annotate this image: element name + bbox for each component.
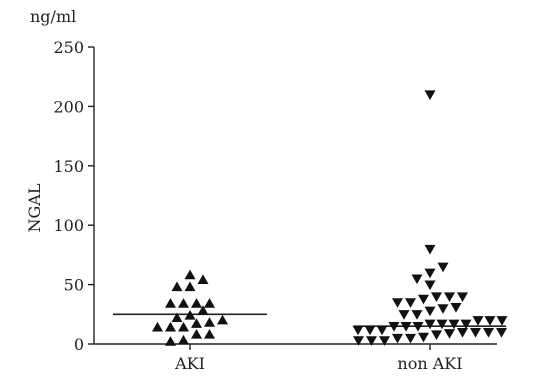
non-aki-data-point — [398, 310, 410, 320]
non-aki-data-point — [450, 303, 462, 313]
y-tick-label: 150 — [53, 157, 84, 176]
x-tick-label: non AKI — [397, 354, 462, 373]
y-axis-title: NGAL — [25, 183, 44, 232]
non-aki-data-point — [444, 329, 455, 339]
y-tick-label: 0 — [74, 335, 84, 354]
non-aki-data-point — [483, 327, 494, 338]
non-aki-data-point — [460, 319, 472, 330]
aki-data-point — [171, 312, 183, 322]
y-tick-label: 50 — [64, 276, 84, 295]
aki-data-point — [191, 318, 202, 328]
non-aki-data-point — [353, 336, 364, 346]
non-aki-data-point — [444, 292, 455, 302]
non-aki-data-point — [496, 316, 508, 326]
y-tick-label: 250 — [53, 38, 84, 57]
aki-data-point — [152, 321, 163, 332]
non-aki-data-point — [418, 294, 429, 305]
non-aki-data-point — [392, 333, 403, 344]
aki-data-point — [165, 298, 176, 308]
non-aki-data-point — [457, 327, 468, 338]
aki-data-point — [178, 321, 189, 332]
y-tick-label: 100 — [53, 216, 84, 235]
data-points-group — [152, 90, 508, 346]
aki-data-point — [184, 309, 196, 320]
non-aki-data-point — [392, 298, 403, 308]
non-aki-data-point — [424, 244, 436, 255]
non-aki-data-point — [405, 333, 416, 344]
x-tick-label: AKI — [174, 354, 205, 373]
non-aki-data-point — [424, 280, 436, 291]
non-aki-data-point — [352, 325, 364, 336]
aki-data-point — [204, 328, 215, 339]
non-aki-data-point — [424, 90, 436, 101]
aki-data-point — [197, 305, 209, 315]
non-aki-data-point — [411, 274, 423, 285]
y-ticks-group: 0 50 100 150 200 250 — [53, 38, 94, 354]
non-aki-data-point — [484, 316, 496, 326]
non-aki-data-point — [437, 304, 449, 314]
non-aki-data-point — [379, 336, 390, 346]
aki-data-point — [197, 274, 209, 284]
non-aki-data-point — [366, 336, 377, 346]
non-aki-data-point — [436, 319, 448, 330]
aki-data-point — [178, 334, 189, 345]
non-aki-data-point — [405, 298, 416, 308]
non-aki-data-point — [496, 327, 507, 338]
aki-data-point — [178, 298, 189, 308]
non-aki-data-point — [411, 310, 423, 320]
aki-data-point — [204, 317, 215, 327]
non-aki-data-point — [424, 306, 436, 317]
aki-data-point — [191, 328, 202, 339]
non-aki-data-point — [448, 319, 460, 330]
aki-data-point — [171, 281, 183, 292]
aki-data-point — [184, 269, 196, 280]
non-aki-data-point — [400, 322, 412, 332]
aki-data-point — [165, 321, 176, 332]
aki-data-point — [204, 298, 215, 308]
non-aki-data-point — [424, 319, 436, 330]
non-aki-data-point — [472, 316, 484, 326]
non-aki-data-point — [418, 332, 429, 343]
non-aki-data-point — [470, 327, 481, 338]
non-aki-data-point — [376, 325, 388, 336]
y-unit-label: ng/ml — [30, 7, 76, 26]
non-aki-data-point — [431, 292, 442, 302]
aki-data-point — [191, 298, 202, 308]
aki-data-point — [165, 336, 176, 346]
non-aki-data-point — [388, 322, 400, 332]
non-aki-data-point — [424, 268, 436, 279]
non-aki-data-point — [437, 262, 449, 273]
non-aki-data-point — [412, 322, 424, 332]
non-aki-data-point — [364, 325, 376, 336]
x-ticks-group: AKI non AKI — [174, 344, 463, 373]
aki-data-point — [217, 314, 228, 325]
non-aki-data-point — [431, 330, 442, 340]
y-tick-label: 200 — [53, 97, 84, 116]
non-aki-data-point — [457, 292, 468, 302]
aki-data-point — [184, 281, 196, 292]
